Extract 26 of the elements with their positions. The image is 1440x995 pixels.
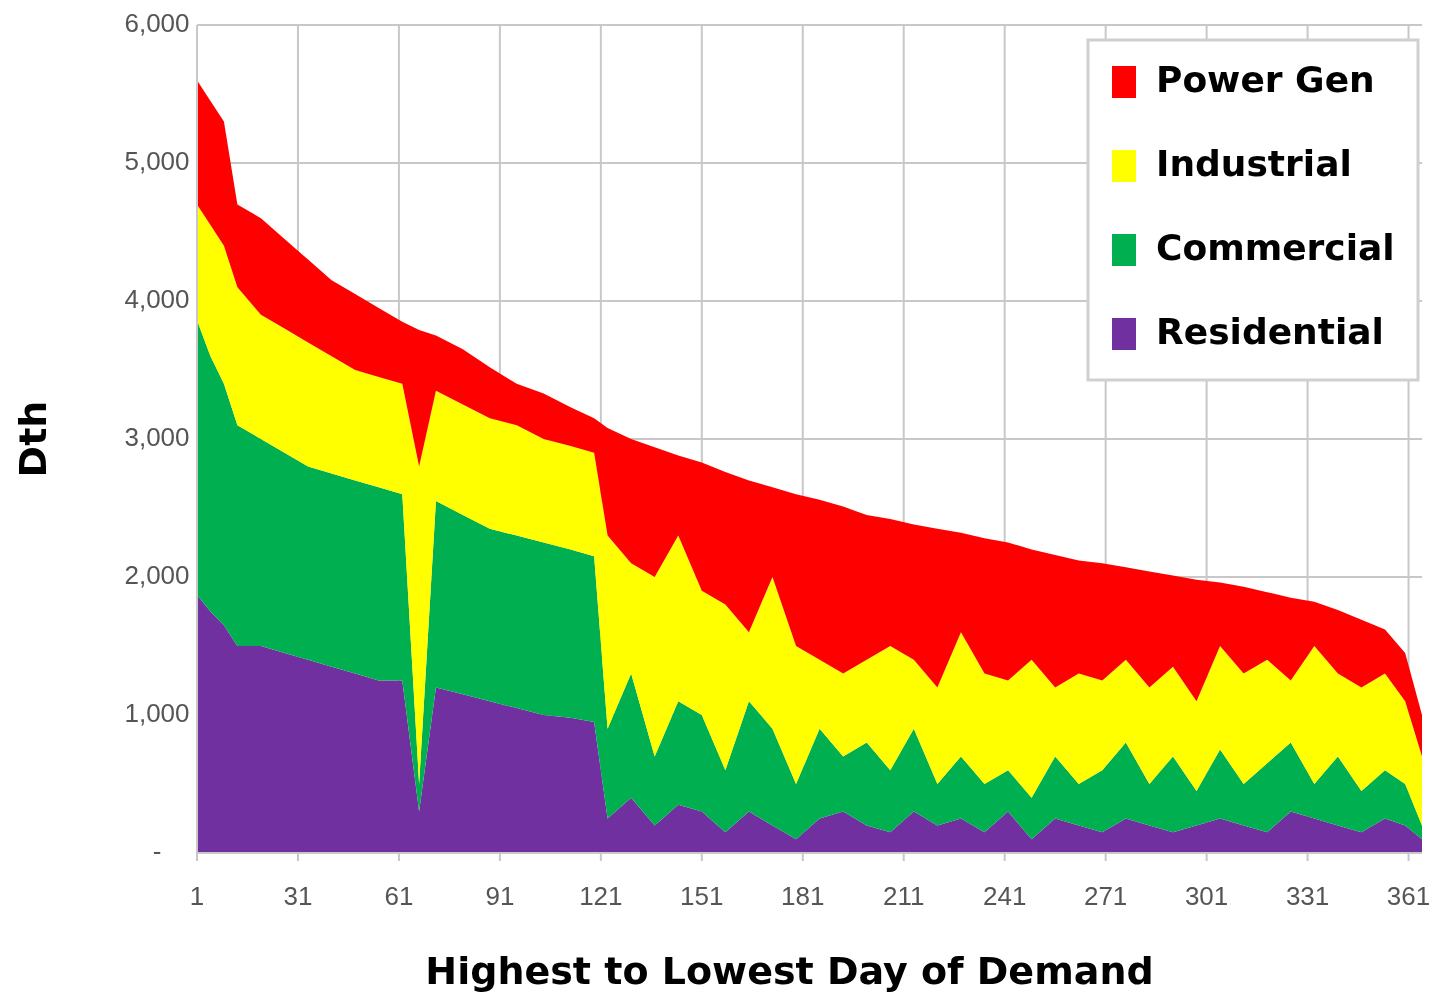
x-tick-label: 211 xyxy=(883,881,925,911)
legend-label: Industrial xyxy=(1156,143,1352,184)
legend-label: Power Gen xyxy=(1156,59,1375,100)
x-tick-label: 31 xyxy=(283,881,313,911)
x-tick-label: 301 xyxy=(1184,881,1229,911)
x-tick-label: 361 xyxy=(1386,881,1431,911)
x-tick-label: 151 xyxy=(680,881,724,911)
x-tick-label: 121 xyxy=(579,881,623,911)
y-tick-label: 4,000 xyxy=(124,283,190,314)
x-tick-label: 241 xyxy=(983,881,1027,911)
x-tick-label: 181 xyxy=(781,881,825,911)
y-axis-title: Dth xyxy=(11,400,55,478)
x-tick-label: 91 xyxy=(485,881,515,911)
y-tick-label: 6,000 xyxy=(124,7,190,38)
y-tick-label: 2,000 xyxy=(124,559,190,590)
y-tick-label: 5,000 xyxy=(124,145,190,176)
y-tick-label: - xyxy=(152,835,162,866)
legend-label: Residential xyxy=(1156,311,1384,352)
x-tick-label: 61 xyxy=(384,881,414,911)
x-tick-label: 331 xyxy=(1285,881,1330,911)
x-tick-label: 271 xyxy=(1083,881,1128,911)
y-tick-label: 1,000 xyxy=(124,697,190,728)
x-tick-label: 1 xyxy=(189,881,205,911)
x-axis-title: Highest to Lowest Day of Demand xyxy=(425,949,1154,993)
y-tick-label: 3,000 xyxy=(124,421,190,452)
legend-label: Commercial xyxy=(1156,227,1395,268)
